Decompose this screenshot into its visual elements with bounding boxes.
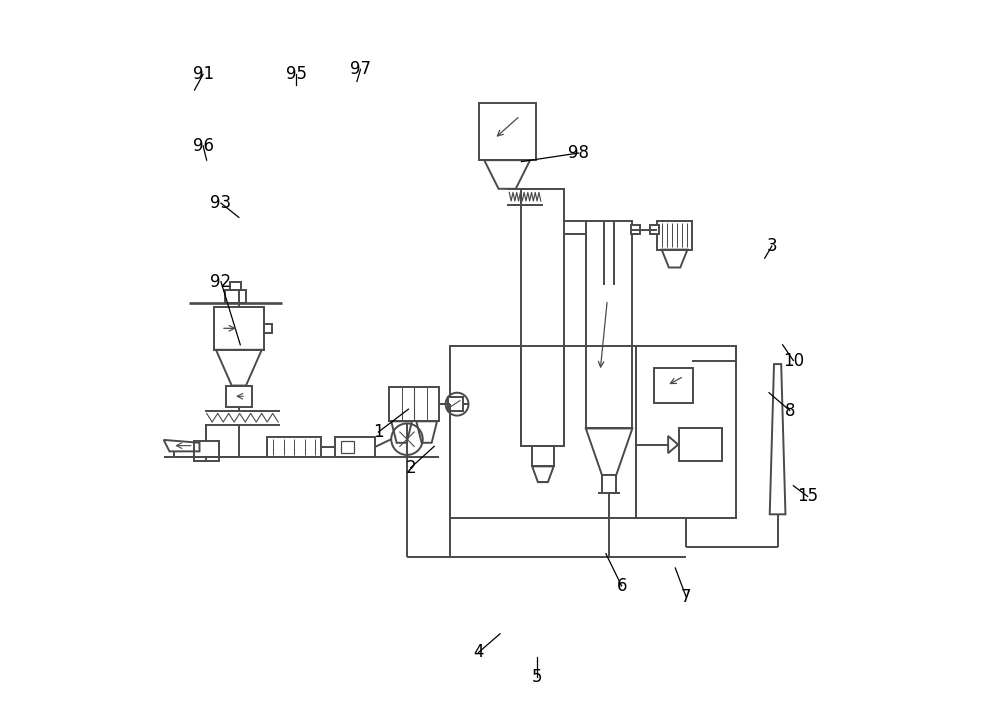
Text: 97: 97 [350,61,371,79]
Bar [448,397,463,411]
Text: 15: 15 [797,487,818,505]
Bar [226,386,252,407]
Bar [586,221,632,428]
Text: 91: 91 [193,66,214,84]
Bar [654,368,693,404]
Bar [479,103,536,160]
Text: 95: 95 [286,66,307,84]
Bar [230,282,241,291]
Bar [521,189,564,446]
Bar [650,225,659,234]
Text: 93: 93 [210,194,232,212]
Text: 1: 1 [373,423,384,441]
Text: 8: 8 [785,402,795,420]
Bar [532,446,554,466]
Text: 10: 10 [783,352,804,369]
Bar [214,307,264,350]
Text: 98: 98 [568,144,589,162]
Text: 92: 92 [210,273,232,291]
Bar [657,221,692,249]
Bar [267,437,321,457]
Bar [450,346,636,518]
Text: 6: 6 [616,577,627,595]
Text: 5: 5 [532,668,542,686]
Bar [341,441,354,453]
Text: 3: 3 [767,237,777,255]
Bar [225,291,246,304]
Bar [335,437,375,457]
Bar [264,324,272,332]
Bar [389,387,439,421]
Bar [631,225,640,234]
Text: 96: 96 [193,137,214,155]
Text: 2: 2 [405,459,416,477]
Bar [636,346,736,518]
Bar [194,441,219,461]
Text: 7: 7 [681,588,691,606]
Bar [679,428,722,461]
Text: 4: 4 [473,643,484,661]
